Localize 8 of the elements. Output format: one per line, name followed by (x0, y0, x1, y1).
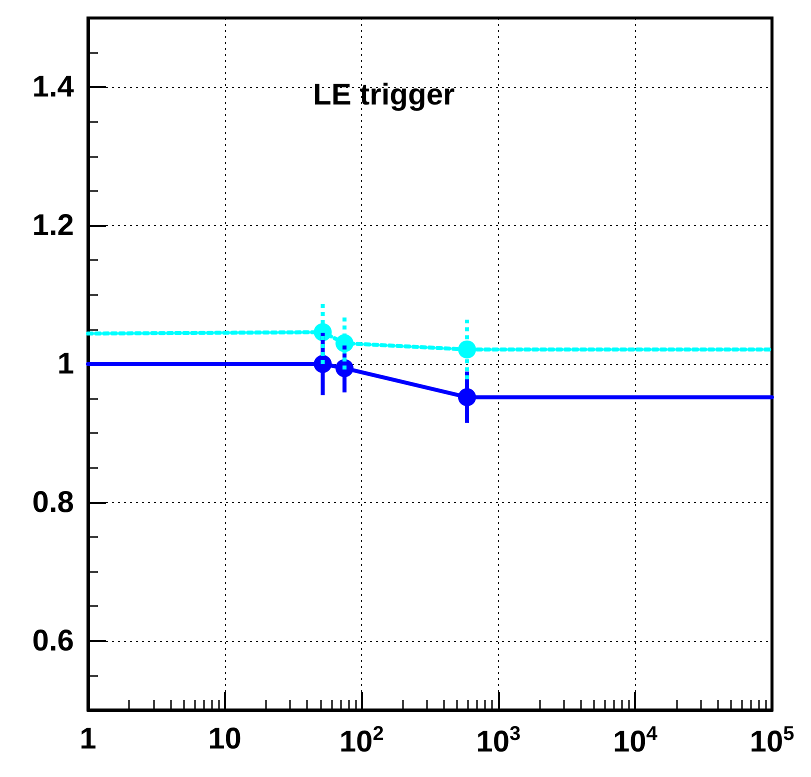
y-tick-label: 0.6 (32, 624, 74, 658)
y-tick-label: 0.8 (32, 486, 74, 519)
y-tick-label: 1.4 (32, 70, 74, 104)
annotation: LE trigger (313, 78, 456, 112)
y-tick-label: 1.2 (32, 209, 74, 242)
y-tick-label: 1 (57, 348, 74, 380)
x-tick-label: 1 (80, 722, 96, 756)
x-tick-label: 10 (208, 722, 242, 756)
